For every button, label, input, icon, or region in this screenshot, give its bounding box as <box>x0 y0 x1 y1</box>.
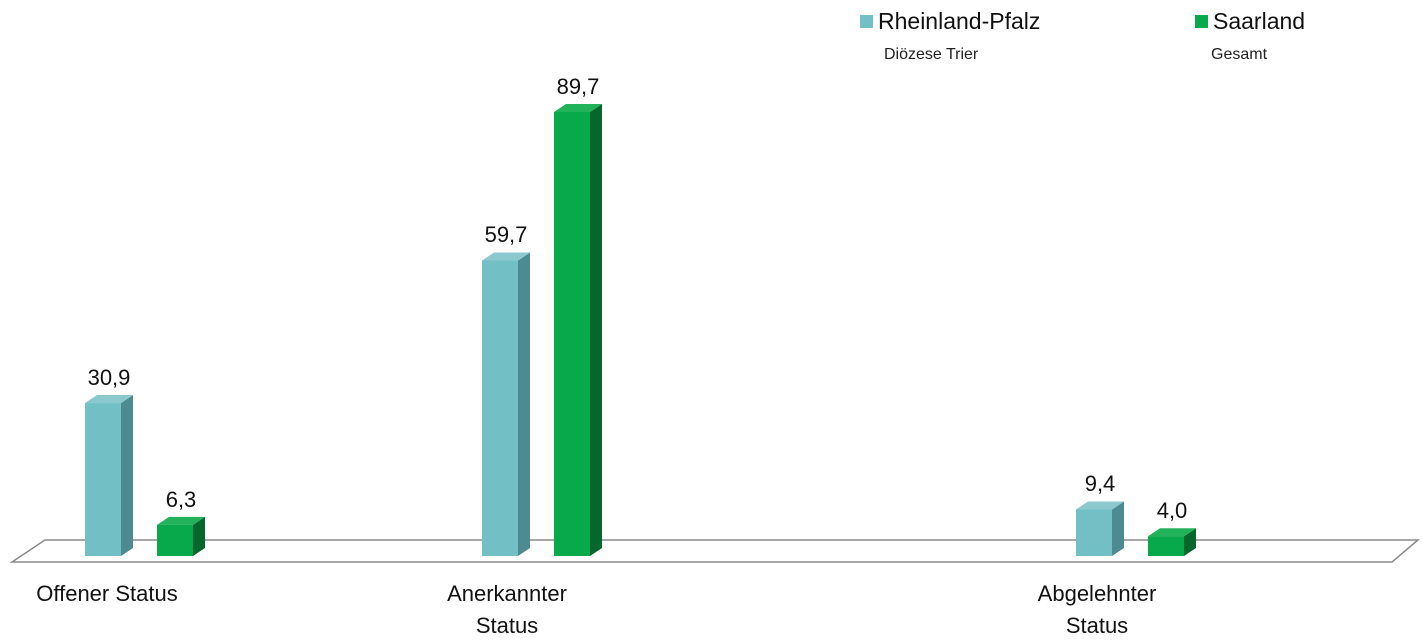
bar-side-face <box>1184 528 1196 556</box>
legend-item-saarland: Saarland <box>1195 8 1305 35</box>
bar-top-face <box>1148 528 1196 537</box>
data-label: 4,0 <box>1156 498 1188 524</box>
category-label-line: Abgelehnter <box>1037 581 1157 606</box>
bar-top-face <box>1076 501 1124 510</box>
bar-front-face <box>157 524 193 556</box>
bar-side-face <box>1112 501 1124 556</box>
category-label-line: Status <box>475 613 539 638</box>
data-label: 89,7 <box>556 73 600 99</box>
floor-plane <box>9 539 1421 563</box>
bar-front-face <box>1076 509 1112 556</box>
category-label: Offener Status <box>7 578 207 610</box>
bar-side-face <box>193 516 205 556</box>
category-label-line: Anerkannter <box>447 581 567 606</box>
bar-side-face <box>590 103 602 557</box>
data-label: 9,4 <box>1084 471 1116 497</box>
legend-subtitle: Gesamt <box>1211 46 1268 63</box>
bar <box>85 395 133 556</box>
bar-group <box>85 103 1196 557</box>
bar <box>157 516 205 556</box>
chart-floor <box>9 539 1421 563</box>
legend-item-rheinland-pfalz: Rheinland-Pfalz <box>860 8 1040 35</box>
bar-front-face <box>1148 536 1184 556</box>
category-label: Anerkannter Status <box>407 578 607 642</box>
bar-front-face <box>482 260 518 556</box>
bar-front-face <box>85 403 121 556</box>
bar-top-face <box>157 516 205 525</box>
bar-top-face <box>482 252 530 261</box>
category-label: Abgelehnter Status <box>997 578 1197 642</box>
data-label: 59,7 <box>484 222 528 248</box>
legend-label: Rheinland-Pfalz <box>878 8 1041 34</box>
bar <box>1148 528 1196 556</box>
data-label: 30,9 <box>87 365 131 391</box>
bar <box>554 103 602 557</box>
bar-top-face <box>85 395 133 404</box>
legend-subtitle: Diözese Trier <box>884 46 979 63</box>
bar-top-face <box>554 103 602 112</box>
bar <box>1076 501 1124 556</box>
legend-label: Saarland <box>1213 8 1306 34</box>
bar-front-face <box>554 111 590 557</box>
bar-side-face <box>121 395 133 556</box>
legend-swatch <box>860 15 873 28</box>
data-label: 6,3 <box>165 486 197 512</box>
legend-swatch <box>1195 15 1208 28</box>
bar-side-face <box>518 252 530 557</box>
bar <box>482 252 530 557</box>
category-label-line: Status <box>1065 613 1129 638</box>
category-label-line: Offener Status <box>36 581 178 606</box>
